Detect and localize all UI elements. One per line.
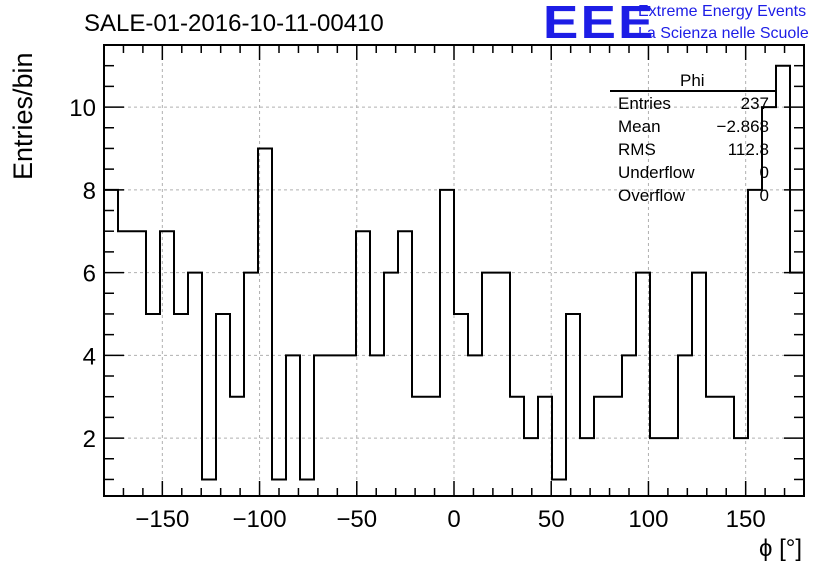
chart-title: SALE-01-2016-10-11-00410 (84, 10, 384, 37)
plot-frame (103, 44, 805, 497)
stats-value-underflow: 0 (759, 163, 769, 182)
logo-subtitle-line1: Extreme Energy Events (638, 3, 807, 20)
y-axis-label: Entries/bin (8, 52, 38, 180)
stats-value-overflow: 0 (759, 186, 769, 205)
stats-label-mean: Mean (618, 117, 661, 136)
eee-logo: EEE (543, 0, 656, 48)
y-tick-label: 10 (69, 95, 96, 122)
stats-label-overflow: Overflow (618, 186, 686, 205)
y-tick-label: 2 (83, 426, 96, 453)
x-tick-label: −50 (336, 506, 377, 533)
stats-label-entries: Entries (618, 94, 671, 113)
stats-title: Phi (680, 71, 705, 90)
y-tick-label: 4 (83, 343, 96, 370)
stats-label-rms: RMS (618, 140, 656, 159)
x-axis-label: ϕ [°] (758, 535, 802, 562)
histogram-line (103, 64, 804, 496)
x-tick-label: 50 (538, 506, 565, 533)
x-tick-label: 150 (726, 506, 766, 533)
x-tick-label: −150 (135, 506, 189, 533)
tick-labels: −150 −100 −50 0 50 100 150 2 4 6 8 10 (69, 95, 765, 533)
stats-label-underflow: Underflow (618, 163, 695, 182)
stats-value-mean: −2.868 (716, 117, 769, 136)
y-tick-label: 8 (83, 178, 96, 205)
logo-subtitle-line2: La Scienza nelle Scuole (638, 25, 809, 42)
stats-value-rms: 112.8 (727, 140, 769, 159)
y-tick-label: 6 (83, 261, 96, 288)
x-tick-label: 100 (628, 506, 668, 533)
stats-value-entries: 237 (740, 94, 769, 113)
x-tick-label: −100 (233, 506, 287, 533)
x-tick-label: 0 (447, 506, 460, 533)
